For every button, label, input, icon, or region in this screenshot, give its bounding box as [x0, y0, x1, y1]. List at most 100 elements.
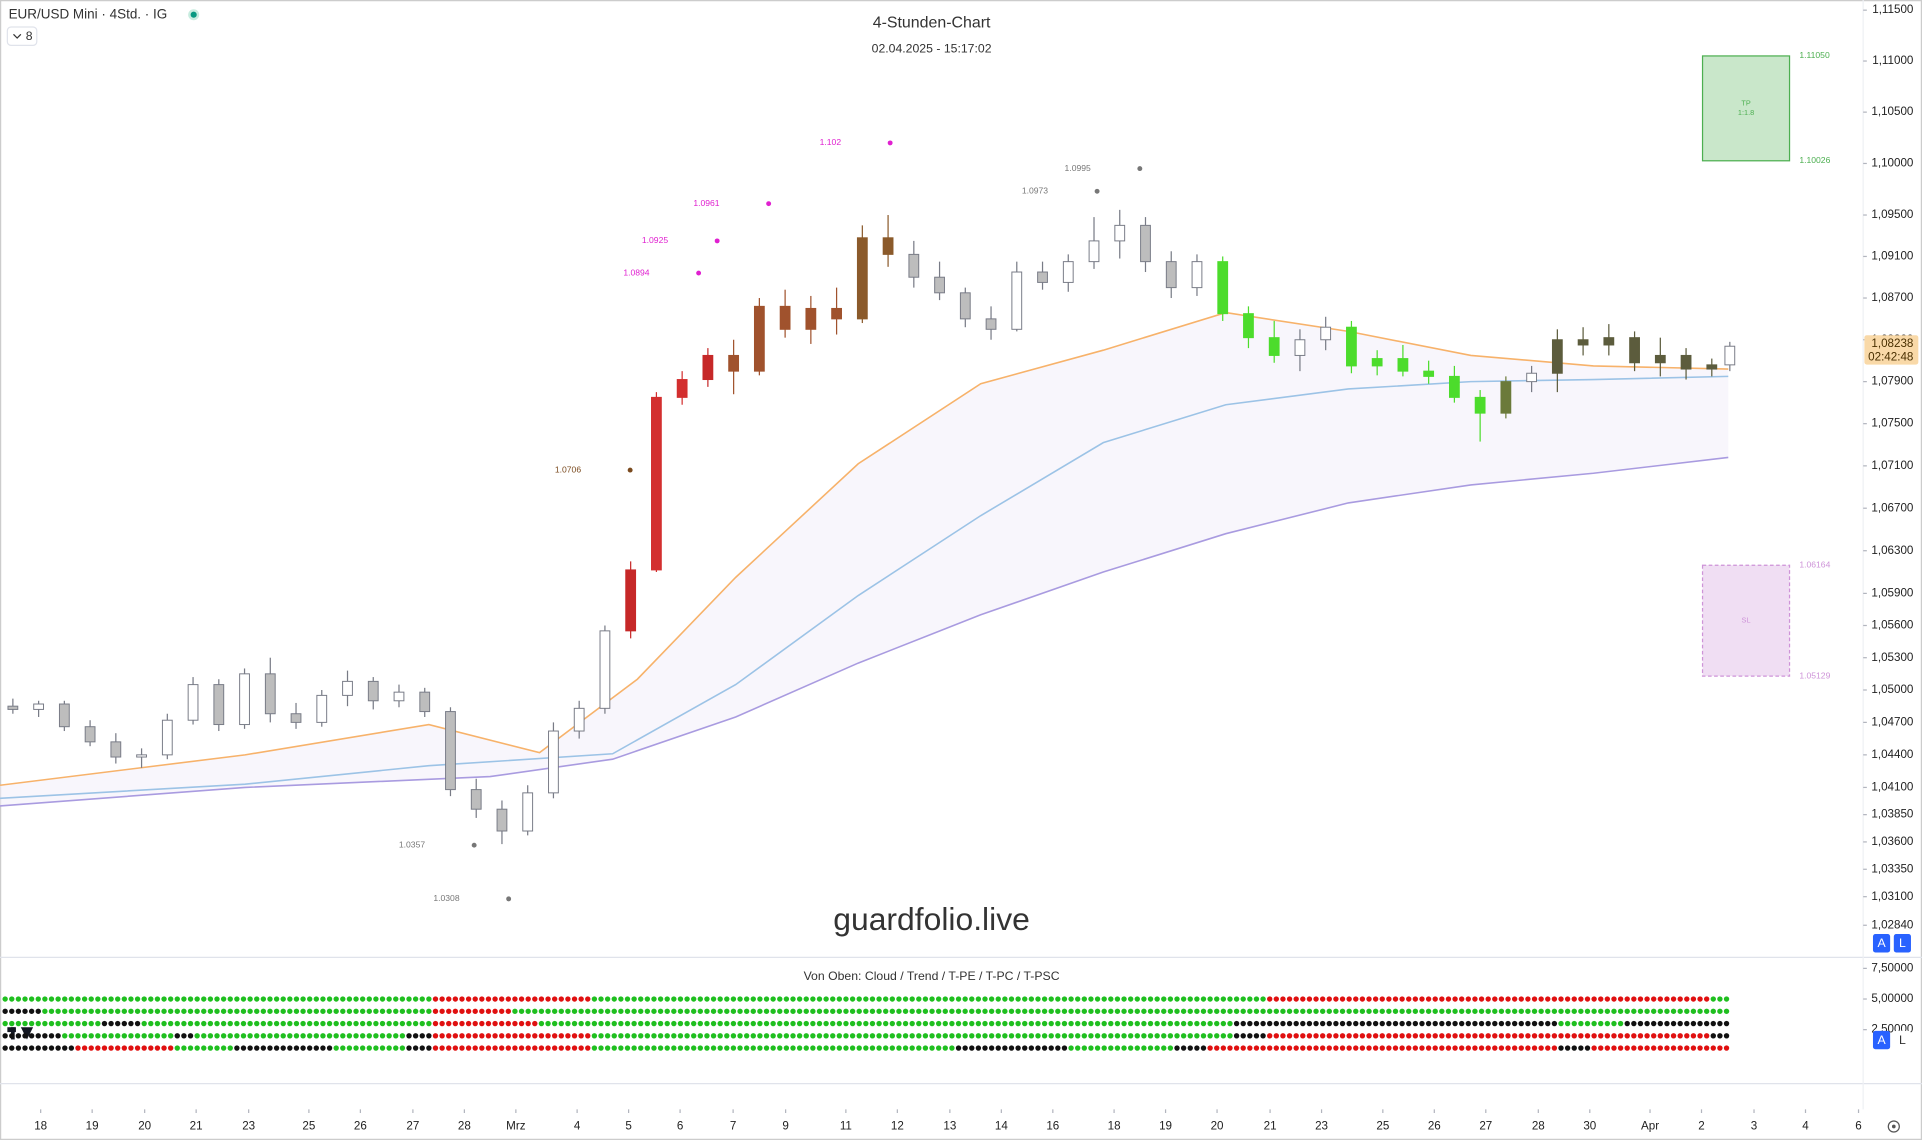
- state-dot: [624, 1020, 631, 1027]
- state-dot: [1075, 1045, 1081, 1051]
- state-dot: [1690, 1033, 1697, 1039]
- state-dot: [1584, 996, 1591, 1002]
- state-dot: [234, 1020, 240, 1027]
- state-dot: [505, 1033, 512, 1039]
- state-dot: [889, 1033, 896, 1039]
- state-dot: [995, 1020, 1001, 1027]
- state-dot: [1233, 1008, 1240, 1014]
- state-dot: [373, 996, 379, 1002]
- state-dot: [479, 996, 485, 1002]
- state-dot: [955, 1045, 962, 1051]
- state-dot: [326, 996, 333, 1002]
- state-dot: [1167, 1045, 1174, 1051]
- state-dot: [1717, 996, 1723, 1002]
- state-dot: [889, 996, 896, 1002]
- state-dot: [849, 1033, 856, 1039]
- candle-body: [1346, 326, 1357, 367]
- state-dot: [1578, 1008, 1584, 1014]
- state-dot: [1247, 1033, 1253, 1039]
- state-dot: [962, 1008, 968, 1014]
- state-dot: [591, 1020, 598, 1027]
- state-dot: [1386, 1033, 1392, 1039]
- collapse-button[interactable]: [6, 26, 38, 46]
- state-dot: [883, 996, 889, 1002]
- state-dot: [1180, 1033, 1187, 1039]
- state-dot: [1372, 1045, 1379, 1051]
- indicator-count: 8: [26, 29, 33, 43]
- state-dot: [300, 1045, 306, 1051]
- state-dot: [465, 1008, 472, 1014]
- state-dot: [1339, 1045, 1346, 1051]
- state-dot: [982, 1045, 988, 1051]
- candle-body: [264, 673, 276, 715]
- state-dot: [1637, 1008, 1644, 1014]
- state-dot: [1485, 1020, 1491, 1027]
- y-tick-label: 1,03600: [1871, 835, 1914, 848]
- state-dot: [631, 996, 637, 1002]
- auto-scale-button[interactable]: [1872, 1030, 1891, 1050]
- state-dot: [816, 1020, 823, 1027]
- state-dot: [88, 1020, 94, 1027]
- state-dot: [816, 1045, 823, 1051]
- state-dot: [1141, 1045, 1147, 1051]
- log-scale-button[interactable]: [1893, 1030, 1911, 1050]
- state-dot: [1432, 1020, 1438, 1027]
- state-dot: [1432, 996, 1438, 1002]
- state-dot: [1571, 1033, 1577, 1039]
- state-dot: [1247, 1045, 1253, 1051]
- state-dot: [1392, 1020, 1399, 1027]
- state-dot: [1439, 996, 1445, 1002]
- state-dot: [121, 1045, 128, 1051]
- state-dot: [624, 996, 631, 1002]
- state-dot: [730, 1020, 737, 1027]
- state-dot: [1511, 996, 1518, 1002]
- state-dot: [307, 1020, 313, 1027]
- state-dot: [247, 1020, 253, 1027]
- state-dot: [737, 1033, 743, 1039]
- state-dot: [1194, 996, 1200, 1002]
- state-dot: [1167, 1033, 1174, 1039]
- state-dot: [1068, 1020, 1074, 1027]
- state-dot: [439, 1020, 445, 1027]
- state-dot: [1412, 1045, 1419, 1051]
- state-dot: [254, 996, 260, 1002]
- state-dot: [1372, 1008, 1379, 1014]
- indicator-title: Von Oben: Cloud / Trend / T-PE / T-PC / …: [804, 969, 1060, 983]
- state-dot: [737, 1008, 743, 1014]
- state-dot: [1161, 1008, 1167, 1014]
- candle-body: [419, 691, 431, 713]
- state-dot: [671, 1045, 677, 1051]
- state-dot: [684, 1033, 690, 1039]
- candle-body: [959, 292, 971, 320]
- state-dot: [1075, 1020, 1081, 1027]
- state-dot: [1200, 1020, 1207, 1027]
- state-dot: [1637, 1045, 1644, 1051]
- x-tick-label: 27: [1479, 1120, 1492, 1133]
- state-dot: [1551, 1045, 1558, 1051]
- state-dot: [843, 1020, 849, 1027]
- auto-scale-button[interactable]: [1872, 934, 1891, 953]
- state-dot: [260, 1033, 267, 1039]
- auto-scale-label: A: [1877, 936, 1886, 950]
- state-dot: [684, 996, 690, 1002]
- state-dot: [1631, 1020, 1637, 1027]
- state-dot: [399, 1045, 406, 1051]
- state-dot: [1227, 1020, 1233, 1027]
- settings-icon[interactable]: [1887, 1120, 1900, 1133]
- state-dot: [1048, 1033, 1054, 1039]
- candle-body: [290, 713, 302, 723]
- state-dot: [697, 1033, 704, 1039]
- x-tick-label: 25: [302, 1120, 315, 1133]
- state-dot: [386, 1008, 392, 1014]
- state-dot: [1677, 996, 1683, 1002]
- log-scale-button[interactable]: [1893, 934, 1911, 953]
- state-dot: [1286, 1008, 1293, 1014]
- state-dot: [1015, 1045, 1021, 1051]
- state-dot: [333, 1008, 339, 1014]
- state-dot: [578, 996, 584, 1002]
- state-dot: [1459, 1033, 1465, 1039]
- state-dot: [1406, 996, 1412, 1002]
- state-dot: [962, 1033, 968, 1039]
- state-dot: [578, 1033, 584, 1039]
- state-dot: [1445, 1020, 1452, 1027]
